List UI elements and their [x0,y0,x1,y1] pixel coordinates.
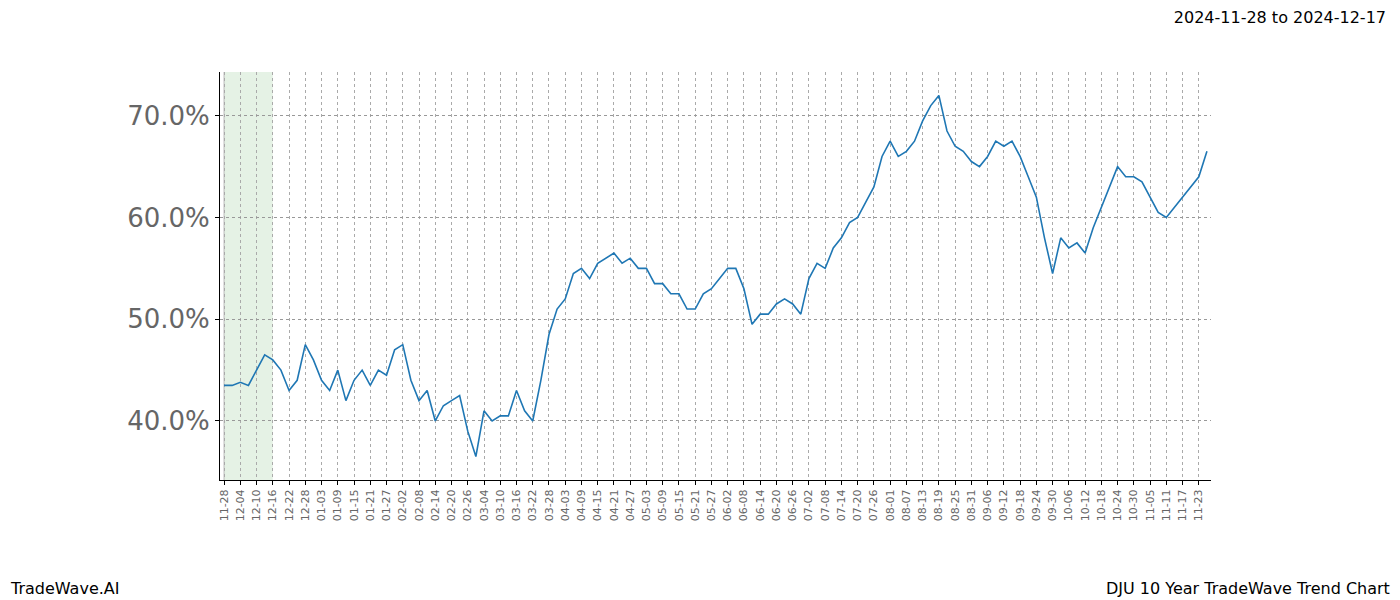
svg-text:10-06: 10-06 [1062,489,1075,521]
svg-text:06-14: 06-14 [754,489,767,521]
svg-text:2024-11-28 to 2024-12-17: 2024-11-28 to 2024-12-17 [1174,8,1386,27]
svg-text:10-30: 10-30 [1127,489,1140,521]
svg-text:11-28: 11-28 [218,489,231,521]
svg-text:05-09: 05-09 [656,489,669,521]
svg-text:08-01: 08-01 [884,489,897,521]
svg-text:70.0%: 70.0% [127,101,210,131]
svg-text:02-08: 02-08 [413,489,426,521]
svg-text:10-24: 10-24 [1111,489,1124,521]
svg-text:05-03: 05-03 [640,489,653,521]
svg-text:07-02: 07-02 [802,489,815,521]
svg-text:09-24: 09-24 [1030,489,1043,521]
svg-text:02-26: 02-26 [461,489,474,521]
svg-text:07-14: 07-14 [835,489,848,521]
svg-text:06-26: 06-26 [786,489,799,521]
svg-text:03-28: 03-28 [543,489,556,521]
svg-text:02-20: 02-20 [445,489,458,521]
svg-text:04-21: 04-21 [608,489,621,521]
svg-text:09-06: 09-06 [981,489,994,521]
svg-text:10-18: 10-18 [1095,489,1108,521]
svg-text:02-02: 02-02 [396,489,409,521]
svg-text:06-20: 06-20 [770,489,783,521]
svg-text:01-21: 01-21 [364,489,377,521]
svg-text:04-27: 04-27 [624,489,637,521]
svg-text:04-03: 04-03 [559,489,572,521]
svg-text:08-07: 08-07 [900,489,913,521]
svg-text:08-13: 08-13 [916,489,929,521]
svg-text:07-26: 07-26 [867,489,880,521]
svg-text:12-22: 12-22 [283,489,296,521]
svg-text:01-09: 01-09 [331,489,344,521]
svg-text:10-12: 10-12 [1079,489,1092,521]
svg-text:11-05: 11-05 [1144,489,1157,521]
svg-text:01-27: 01-27 [380,489,393,521]
svg-text:09-12: 09-12 [997,489,1010,521]
svg-text:04-09: 04-09 [575,489,588,521]
svg-text:06-02: 06-02 [721,489,734,521]
svg-text:08-19: 08-19 [932,489,945,521]
svg-text:01-15: 01-15 [348,489,361,521]
svg-text:12-10: 12-10 [250,489,263,521]
svg-text:05-27: 05-27 [705,489,718,521]
svg-text:08-25: 08-25 [949,489,962,521]
svg-text:02-14: 02-14 [429,489,442,521]
svg-text:03-16: 03-16 [510,489,523,521]
svg-text:11-23: 11-23 [1192,489,1205,521]
svg-text:40.0%: 40.0% [127,406,210,436]
svg-text:12-16: 12-16 [266,489,279,521]
svg-text:50.0%: 50.0% [127,304,210,334]
svg-text:06-08: 06-08 [738,489,751,521]
svg-text:07-20: 07-20 [851,489,864,521]
svg-text:05-15: 05-15 [673,489,686,521]
svg-text:03-04: 03-04 [478,489,491,521]
svg-text:09-30: 09-30 [1046,489,1059,521]
svg-text:12-04: 12-04 [234,489,247,521]
svg-text:11-11: 11-11 [1160,489,1173,521]
svg-text:04-15: 04-15 [591,489,604,521]
svg-text:60.0%: 60.0% [127,203,210,233]
svg-text:03-10: 03-10 [494,489,507,521]
svg-text:05-21: 05-21 [689,489,702,521]
svg-text:09-18: 09-18 [1014,489,1027,521]
svg-text:01-03: 01-03 [315,489,328,521]
svg-text:TradeWave.AI: TradeWave.AI [10,579,119,598]
svg-text:11-17: 11-17 [1176,489,1189,521]
svg-text:08-31: 08-31 [965,489,978,521]
svg-text:DJU 10 Year TradeWave Trend Ch: DJU 10 Year TradeWave Trend Chart [1106,579,1390,598]
svg-text:07-08: 07-08 [819,489,832,521]
svg-text:12-28: 12-28 [299,489,312,521]
svg-text:03-22: 03-22 [526,489,539,521]
